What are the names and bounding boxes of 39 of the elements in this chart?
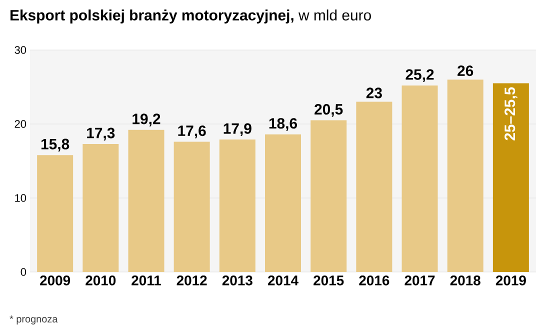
data-label: 15,8	[41, 138, 70, 152]
chart-title: Eksport polskiej branży motoryzacyjnej, w mld euro	[10, 10, 371, 24]
x-tick-label: 2019	[496, 276, 526, 286]
x-tick-label: 2014	[268, 276, 298, 286]
bar	[356, 102, 392, 272]
bar	[37, 155, 74, 272]
x-tick-label: 2017	[404, 276, 435, 286]
bar	[402, 86, 438, 272]
bar	[219, 140, 256, 272]
data-label: 23	[366, 88, 382, 98]
data-label: 25–25,5	[504, 87, 518, 140]
y-tick-label: 0	[20, 268, 26, 276]
bar	[492, 83, 529, 272]
x-tick-label: 2010	[86, 276, 116, 286]
data-label: 17,3	[87, 128, 115, 140]
x-tick-label: 2015	[314, 276, 344, 286]
data-label: 26	[458, 65, 474, 76]
data-label: 18,6	[269, 118, 297, 131]
x-tick-label: 2016	[359, 276, 390, 286]
data-label: 17,6	[178, 125, 206, 138]
bar	[174, 142, 210, 272]
data-label: 17,9	[224, 123, 252, 136]
data-label: 19,2	[132, 114, 160, 126]
data-label: 20,5	[314, 104, 343, 117]
x-tick-label: 2011	[132, 276, 161, 286]
y-tick-label: 30	[14, 46, 26, 54]
x-tick-label: 2018	[450, 276, 480, 286]
bar	[265, 134, 302, 272]
data-label: 25,2	[406, 69, 434, 82]
x-tick-label: 2012	[176, 276, 207, 286]
x-tick-label: 2013	[222, 276, 252, 286]
bar	[310, 120, 347, 272]
text: * prognoza	[10, 316, 58, 324]
y-tick-label: 20	[14, 120, 26, 128]
x-tick-label: 2009	[40, 276, 70, 286]
y-tick-label: 10	[15, 194, 26, 202]
bar	[128, 130, 164, 272]
bar	[82, 144, 119, 272]
bar	[447, 80, 484, 272]
